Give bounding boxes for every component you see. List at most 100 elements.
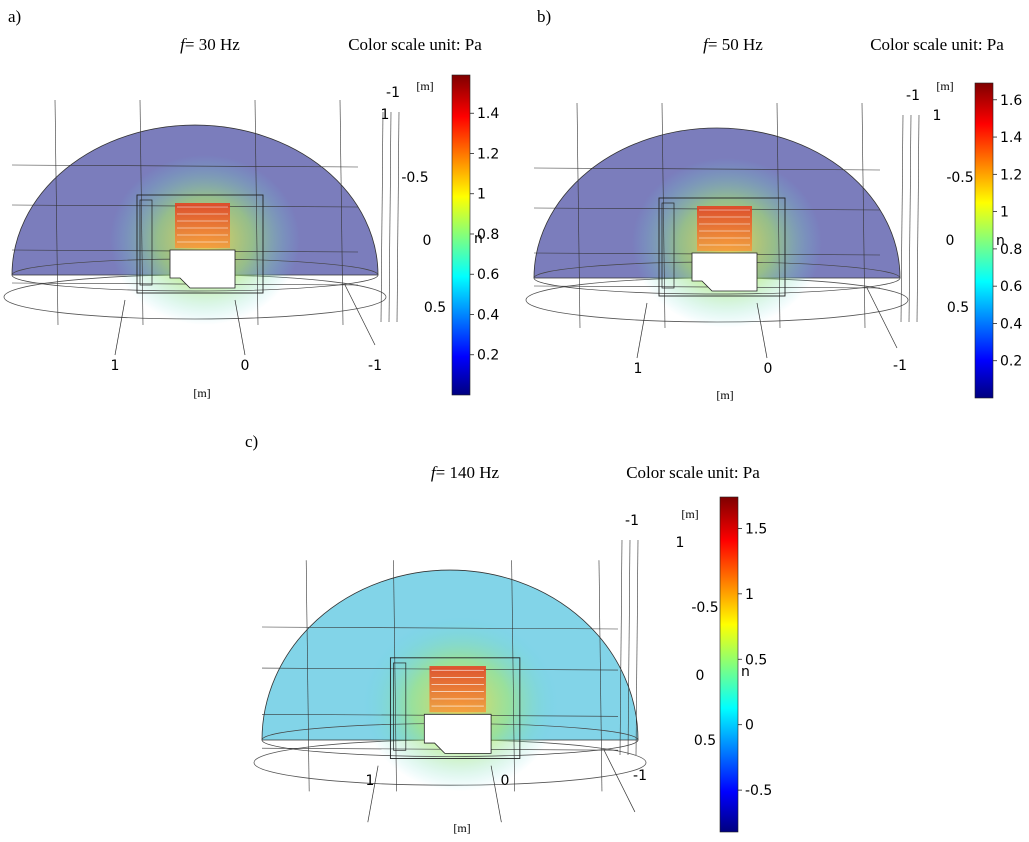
colorbar-tick-label: 1 (477, 187, 486, 203)
panel-label: b) (537, 7, 551, 26)
panel-title: f= 50 Hz (703, 35, 763, 54)
scene-tick-label: 0 (423, 233, 432, 249)
colorbar-tick-label: 0.8 (1000, 242, 1022, 258)
scene-tick-label: -0.5 (946, 170, 973, 186)
axis-line (367, 765, 379, 823)
grid-line (339, 99, 344, 326)
colorbar-title: Color scale unit: Pa (870, 35, 1004, 54)
colorbar-title: Color scale unit: Pa (348, 35, 482, 54)
scene-label-fragment: n (996, 233, 1005, 249)
device-side (393, 662, 407, 751)
scene-label-fragment: n (474, 231, 483, 247)
panel: c) f= 140 Hz Color scale unit: Pa 1 0 -1 [m] -1… (245, 432, 772, 835)
grid-line (533, 285, 881, 289)
scene-tick-label: -0.5 (691, 600, 718, 616)
colorbar-tick-label: 0.4 (477, 307, 499, 323)
colorbar-tick-label: 0.6 (477, 267, 499, 283)
colorbar-tick-label: 1.4 (477, 106, 499, 122)
axis-line (380, 111, 384, 323)
colorbar-tick-label: 0.2 (1000, 354, 1022, 370)
panel-label: a) (8, 7, 21, 26)
grid-line (11, 164, 359, 168)
colorbar (719, 496, 739, 833)
colorbar-title: Color scale unit: Pa (626, 463, 760, 482)
grid-line (54, 99, 59, 326)
axis-line (234, 299, 246, 356)
grid-line (139, 99, 144, 326)
device-box (389, 657, 521, 759)
axis-line (490, 765, 502, 823)
axis-line (627, 539, 631, 756)
colorbar-tick-label: 0.6 (1000, 279, 1022, 295)
grid-line (11, 282, 359, 286)
scene-unit: [m] (716, 388, 733, 402)
scene-tick-label: -1 (625, 513, 639, 529)
axis-line (396, 111, 400, 323)
grid-line (511, 560, 515, 792)
device-box (658, 197, 786, 297)
scene-tick-label: 0.5 (947, 300, 969, 316)
colorbar-tick-label: 1.2 (477, 146, 499, 162)
colorbar-tick-label: 0.8 (477, 227, 499, 243)
scene-tick-label: 1 (111, 358, 120, 374)
grid-line (254, 99, 259, 326)
colorbar-tick-label: 1.6 (1000, 93, 1022, 109)
scene-unit: [m] (193, 386, 210, 400)
colorbar-tick-label: 0 (745, 718, 754, 734)
scene-tick-label: 0 (946, 233, 955, 249)
scene-tick-label: 1 (366, 773, 375, 789)
colorbar-tick-label: 1 (745, 587, 754, 603)
panel-title: f= 30 Hz (180, 35, 240, 54)
device-body (169, 249, 236, 289)
scene-tick-label: -1 (386, 85, 400, 101)
panel-label: c) (245, 432, 258, 451)
device-body (423, 713, 492, 754)
axis-line (756, 302, 768, 359)
colorbar-tick-label: -0.5 (745, 783, 772, 799)
grid-line (776, 102, 781, 329)
scene-tick-label: 0.5 (694, 733, 716, 749)
colorbar-tick-label: 1 (1000, 205, 1009, 221)
grid-line (393, 560, 397, 792)
device-side (139, 199, 153, 286)
colorbar-tick-label: 1.5 (745, 521, 767, 537)
frequency-symbol: f (703, 35, 710, 54)
axis-line (916, 114, 920, 323)
colorbar (451, 74, 471, 396)
device-side (661, 202, 675, 289)
scene-tick-label: -1 (893, 358, 907, 374)
scene-tick-label: -1 (633, 768, 647, 784)
grid-line (861, 102, 866, 329)
scene-tick-label: 1 (634, 361, 643, 377)
hot-zone (429, 666, 486, 713)
colorbar (974, 82, 994, 399)
scene-label-fragment: n (741, 664, 750, 680)
axis-line (619, 539, 623, 756)
grid-line (533, 167, 881, 171)
axis-line (114, 299, 126, 356)
colorbar-tick-label: 0.2 (477, 348, 499, 364)
scene-tick-label: 0 (696, 668, 705, 684)
colorbar-tick-label: 1.2 (1000, 167, 1022, 183)
device-box (136, 194, 264, 294)
grid-line (261, 626, 619, 630)
axis-line (344, 284, 376, 346)
hot-zone (175, 203, 230, 248)
axis-line (603, 750, 636, 813)
scene-unit: [m] (936, 79, 953, 93)
axis-line (908, 114, 912, 323)
scene-tick-label: 0 (501, 773, 510, 789)
axis-line (900, 114, 904, 323)
panel: b) f= 50 Hz Color scale unit: Pa 1 0 -1 [m] -1 1… (525, 7, 1022, 402)
grid-line (598, 560, 603, 792)
scene-tick-label: 0.5 (424, 300, 446, 316)
axis-line (388, 111, 392, 323)
frequency-value: = 30 Hz (185, 35, 240, 54)
frequency-symbol: f (180, 35, 187, 54)
axis-line (866, 287, 898, 349)
frequency-value: = 140 Hz (436, 463, 500, 482)
frequency-value: = 50 Hz (708, 35, 763, 54)
frequency-symbol: f (431, 463, 438, 482)
panel: a) f= 30 Hz Color scale unit: Pa 1 0 -1 [m] -1 1… (3, 7, 499, 400)
